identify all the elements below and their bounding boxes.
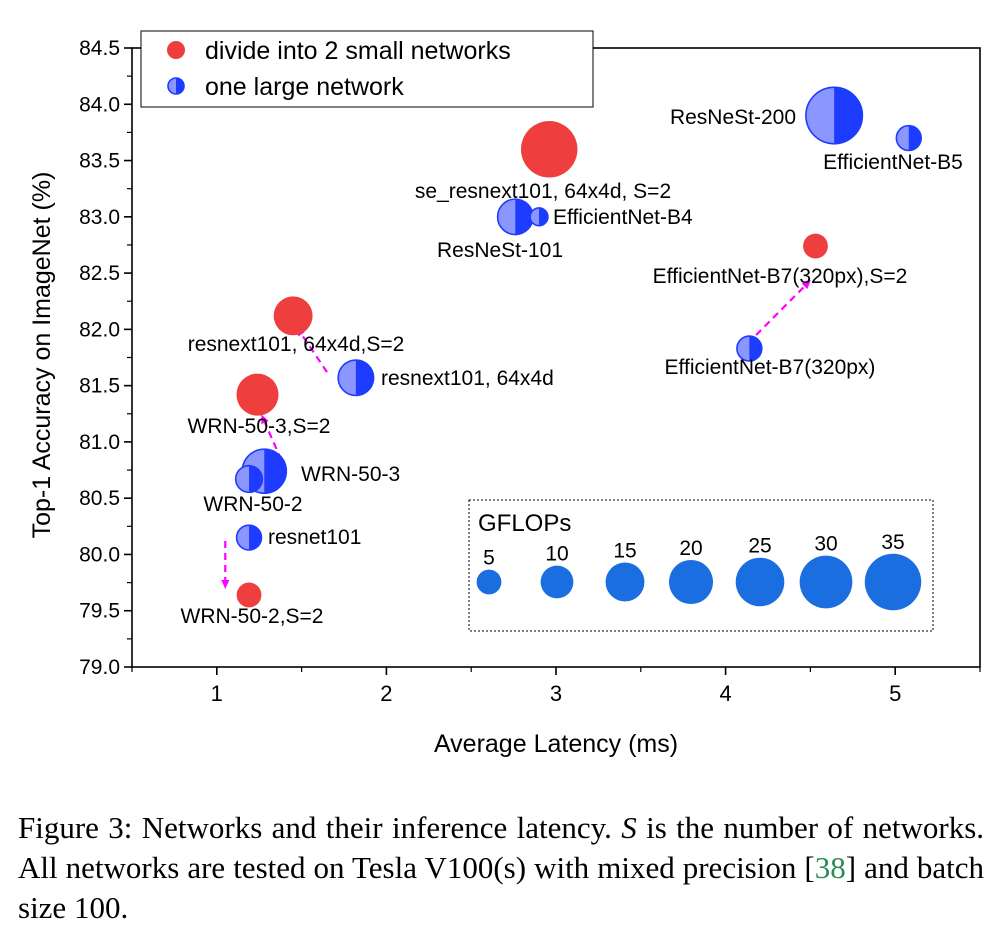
chart: 1 2 3 4 5 79.0 79.5 80.0 80.5 81.0 81.5 82.0 82.5 83.… <box>28 30 981 758</box>
caption-middle: is the number of networks. All networks … <box>18 810 985 885</box>
legend-label: one large network <box>205 73 404 101</box>
caption-prefix: Figure 3: Networks and their inference l… <box>18 810 622 845</box>
y-tick-label: 82.5 <box>79 262 120 285</box>
y-tick-label: 81.5 <box>79 375 120 398</box>
marker-right-half <box>249 465 263 493</box>
data-point-divide <box>236 373 279 416</box>
point-label: WRN-50-3 <box>301 463 400 486</box>
data-point-divide <box>273 296 313 336</box>
x-tick-label: 4 <box>719 681 731 706</box>
y-tick-label: 84.5 <box>79 37 120 60</box>
x-tick-label: 3 <box>550 681 562 706</box>
y-tick-label: 81.0 <box>79 431 120 454</box>
point-label: EfficientNet-B7(320px) <box>665 356 876 379</box>
gflops-size-marker <box>735 557 785 607</box>
legend-box <box>140 30 594 108</box>
y-tick-label: 79.0 <box>79 656 120 679</box>
transition-arrow <box>261 414 283 461</box>
y-tick-label: 83.5 <box>79 150 120 173</box>
marker-right-half <box>249 525 262 550</box>
y-tick-label: 80.5 <box>79 487 120 510</box>
data-point-large <box>496 198 534 236</box>
y-tick-label: 82.0 <box>79 318 120 341</box>
gflops-size-marker <box>799 555 853 609</box>
point-label: ResNeSt-200 <box>670 106 796 129</box>
data-point-large <box>235 524 263 551</box>
x-tick-label: 2 <box>380 681 392 706</box>
gflops-legend-title: GFLOPs <box>478 510 571 537</box>
legend-label: divide into 2 small networks <box>205 37 511 65</box>
point-label: WRN-50-3,S=2 <box>188 415 331 438</box>
y-tick-label: 79.5 <box>79 600 120 623</box>
y-tick-label: 80.0 <box>79 543 120 566</box>
legend-marker-large <box>167 77 185 95</box>
data-point-divide <box>520 121 578 178</box>
point-label: EfficientNet-B4 <box>553 206 693 229</box>
gflops-size-label: 30 <box>814 533 837 556</box>
gflops-size-marker <box>476 569 502 595</box>
point-label: WRN-50-2,S=2 <box>181 605 324 628</box>
data-point-divide <box>803 233 828 259</box>
x-tick-label: 1 <box>211 681 223 706</box>
marker-right-half <box>539 207 548 226</box>
point-label: se_resnext101, 64x4d, S=2 <box>415 180 671 203</box>
gflops-size-marker <box>864 553 922 611</box>
gflops-size-marker <box>540 565 574 599</box>
gflops-size-marker <box>605 562 645 602</box>
data-point-large <box>529 207 549 227</box>
gflops-size-label: 15 <box>613 540 636 563</box>
point-label: ResNeSt-101 <box>437 239 563 262</box>
transition-arrow <box>755 279 811 336</box>
data-point-large <box>805 86 864 145</box>
caption-variable: S <box>621 810 637 845</box>
marker-right-half <box>749 336 762 361</box>
marker-right-half <box>515 199 533 235</box>
point-label: WRN-50-2 <box>203 493 302 516</box>
gflops-size-label: 20 <box>679 537 702 560</box>
gflops-size-marker <box>668 559 714 605</box>
scatter-plot: 1 2 3 4 5 79.0 79.5 80.0 80.5 81.0 81.5 82.0 82.5 83.… <box>28 30 981 758</box>
transition-arrow <box>296 326 328 373</box>
caption-citation-link[interactable]: 38 <box>814 850 846 885</box>
gflops-size-label: 25 <box>748 535 771 558</box>
data-point-large <box>234 464 264 494</box>
point-label: EfficientNet-B5 <box>823 151 963 174</box>
y-tick-label: 84.0 <box>79 93 120 116</box>
x-tick-label: 5 <box>889 681 901 706</box>
legend-marker-divide <box>167 41 185 59</box>
marker-right-half <box>355 360 374 396</box>
x-axis-label: Average Latency (ms) <box>434 730 678 758</box>
marker-right-half <box>264 449 287 494</box>
caption-suffix: ] and batch size 100. <box>18 850 984 925</box>
y-tick-label: 83.0 <box>79 206 120 229</box>
data-point-divide <box>236 582 262 608</box>
figure-caption: Figure 3: Networks and their inference l… <box>18 808 984 928</box>
point-label: resnet101 <box>268 526 361 549</box>
data-point-large <box>736 335 763 362</box>
marker-right-half <box>834 87 863 144</box>
gflops-size-label: 35 <box>881 531 904 554</box>
data-point-large <box>337 359 375 397</box>
point-label: resnext101, 64x4d,S=2 <box>188 333 405 356</box>
data-point-large <box>895 124 922 152</box>
point-label: EfficientNet-B7(320px),S=2 <box>653 265 908 288</box>
point-label: resnext101, 64x4d <box>381 367 554 390</box>
gflops-size-label: 10 <box>545 543 568 566</box>
gflops-legend-box <box>468 499 934 632</box>
marker-right-half <box>176 78 184 94</box>
y-axis-label: Top-1 Accuracy on ImageNet (%) <box>28 172 56 539</box>
marker-right-half <box>908 125 922 151</box>
gflops-size-label: 5 <box>483 547 495 570</box>
